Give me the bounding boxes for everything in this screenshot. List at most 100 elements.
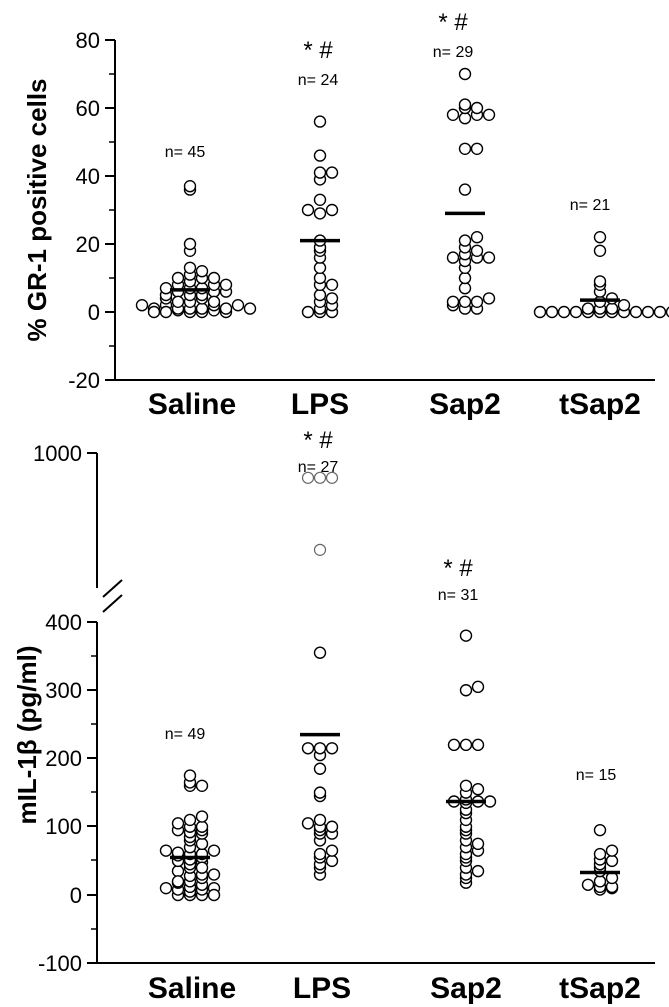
axis-break-mark (102, 579, 123, 598)
gr1-point-lps-19 (313, 193, 327, 207)
il1b-point-lps-16 (313, 786, 327, 799)
gr1-point-lps-22 (325, 166, 339, 179)
il1b-category-tsap2: tSap2 (559, 972, 641, 1005)
il1b-point-tsap2-10 (605, 854, 619, 868)
gr1-point-lps-2 (301, 305, 315, 319)
gr1-ytick-40: 40 (76, 164, 100, 189)
il1b-point-lps-20 (325, 742, 339, 755)
il1b-point-lps-5 (313, 847, 327, 861)
il1b-point-lps-14 (313, 813, 327, 827)
il1b-point-sap2-31 (459, 629, 473, 642)
gr1-point-saline-29 (183, 179, 197, 193)
gr1-point-tsap2-14 (581, 302, 595, 315)
gr1-point-sap2-5 (446, 295, 460, 308)
gr1-point-saline-34 (231, 299, 245, 312)
gr1-point-saline-44 (243, 302, 257, 315)
gr1-n-tsap2: n= 21 (570, 197, 611, 214)
il1b-point-lps-22 (313, 646, 327, 659)
il1b-point-sap2-10 (471, 837, 485, 851)
il1b-point-lps-19 (313, 742, 327, 755)
gr1-point-saline-21 (171, 271, 185, 285)
gr1-y-axis: 80 60 40 20 0 -20 (68, 28, 116, 393)
gr1-point-sap2-3 (458, 295, 472, 308)
panel-il1b: 1000 400 300 200 100 0 -100 mIL-1β (pg/m… (12, 427, 655, 1005)
gr1-category-lps: LPS (291, 388, 349, 421)
il1b-point-saline-43 (183, 769, 197, 782)
gr1-point-sap2-27 (470, 101, 484, 115)
gr1-point-saline-22 (207, 271, 221, 285)
il1b-point-lps-23 (313, 543, 327, 556)
gr1-ytick-60: 60 (76, 96, 100, 121)
gr1-point-tsap2-10 (533, 305, 547, 319)
il1b-ytick-200: 200 (45, 746, 82, 771)
gr1-point-saline-43 (147, 305, 161, 319)
il1b-sig-lps: * # (303, 427, 333, 454)
il1b-point-saline-25 (207, 844, 221, 857)
il1b-point-saline-38 (183, 813, 197, 827)
il1b-ytick-neg100: -100 (38, 951, 82, 976)
gr1-point-sap2-21 (470, 142, 484, 156)
gr1-point-saline-32 (219, 302, 233, 315)
gr1-point-tsap2-4 (569, 305, 583, 319)
gr1-category-saline: Saline (148, 388, 236, 421)
il1b-point-lps-21 (301, 742, 315, 755)
il1b-point-lps-13 (301, 817, 315, 830)
gr1-point-saline-27 (183, 237, 197, 251)
il1b-point-tsap2-12 (593, 847, 607, 861)
gr1-ytick-80: 80 (76, 28, 100, 53)
gr1-point-tsap2-20 (593, 275, 607, 288)
gr1-point-lps-9 (325, 278, 339, 291)
gr1-point-lps-24 (313, 115, 327, 128)
il1b-point-saline-26 (159, 844, 173, 857)
il1b-n-sap2: n= 31 (438, 587, 479, 604)
il1b-point-sap2-27 (471, 738, 485, 752)
il1b-y-axis: 1000 400 300 200 100 0 -100 (33, 441, 123, 976)
gr1-data-points (135, 67, 669, 319)
il1b-ytick-300: 300 (45, 678, 82, 703)
gr1-point-sap2-29 (458, 67, 472, 81)
gr1-point-tsap2-6 (557, 305, 571, 319)
gr1-point-lps-7 (313, 288, 327, 302)
il1b-point-saline-47 (207, 868, 221, 881)
gr1-point-lps-6 (325, 292, 339, 305)
gr1-point-tsap2-11 (665, 306, 669, 318)
gr1-point-saline-25 (183, 261, 197, 274)
gr1-point-saline-24 (195, 265, 209, 278)
gr1-point-lps-11 (313, 261, 327, 274)
gr1-point-saline-35 (135, 299, 149, 312)
gr1-y-axis-label: % GR-1 positive cells (22, 79, 52, 342)
gr1-point-lps-10 (313, 271, 327, 285)
il1b-point-tsap2-13 (605, 844, 619, 857)
gr1-point-sap2-17 (458, 234, 472, 247)
gr1-n-saline: n= 45 (165, 144, 206, 161)
il1b-n-tsap2: n= 15 (576, 767, 617, 784)
il1b-point-saline-28 (195, 837, 209, 851)
gr1-point-lps-18 (301, 203, 315, 217)
il1b-point-lps-6 (325, 844, 339, 857)
gr1-point-lps-21 (313, 166, 327, 179)
il1b-point-saline-46 (171, 875, 185, 888)
panel-gr1: 80 60 40 20 0 -20 % GR-1 positive cells … (22, 9, 669, 421)
il1b-point-lps-26 (301, 471, 315, 484)
il1b-point-tsap2-4 (581, 878, 595, 891)
il1b-data-points (159, 471, 620, 902)
gr1-point-sap2-24 (446, 108, 460, 122)
il1b-point-saline-48 (195, 861, 209, 874)
il1b-sig-sap2: * # (443, 555, 473, 582)
gr1-point-sap2-25 (482, 108, 496, 122)
il1b-point-tsap2-14 (593, 823, 607, 837)
gr1-point-tsap2-22 (593, 230, 607, 244)
il1b-category-lps: LPS (293, 972, 351, 1005)
gr1-ytick-neg20: -20 (68, 368, 100, 393)
il1b-point-lps-3 (325, 854, 339, 868)
gr1-point-lps-16 (313, 207, 327, 220)
gr1-point-tsap2-8 (545, 305, 559, 319)
il1b-category-sap2: Sap2 (430, 972, 502, 1005)
gr1-point-saline-37 (207, 295, 221, 308)
gr1-ytick-20: 20 (76, 232, 100, 257)
gr1-point-saline-42 (219, 278, 233, 291)
il1b-y-axis-label: mIL-1β (pg/ml) (12, 645, 42, 824)
gr1-point-tsap2-15 (617, 299, 631, 312)
gr1-point-sap2-19 (458, 183, 472, 196)
